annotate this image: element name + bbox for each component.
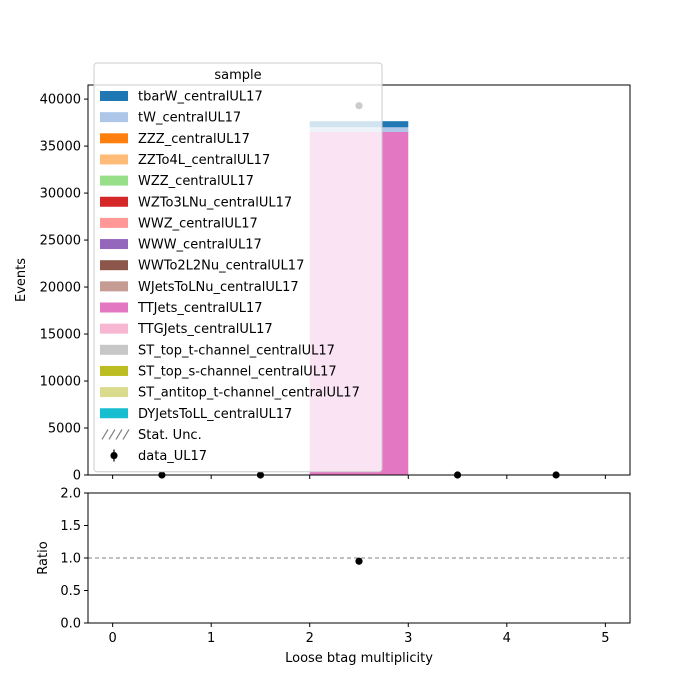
x-tick-label: 4 [503,631,511,646]
legend-label-ttgjets-centralul17: TTGJets_centralUL17 [137,322,273,337]
legend-swatch-wzto3lnu-centralul17 [100,196,128,207]
legend-swatch-zzto4l-centralul17 [100,154,128,165]
legend-box [93,62,383,473]
legend-label-zzto4l-centralul17: ZZTo4L_centralUL17 [138,153,270,168]
ratio-axes-frame [87,492,631,624]
legend-label-tw-centralul17: tW_centralUL17 [138,111,241,126]
legend-label-www-centralul17: WWW_centralUL17 [138,238,262,253]
legend-swatch-www-centralul17 [100,239,128,250]
ratio-point [355,557,363,565]
main-y-tick-label: 25000 [40,234,81,249]
hatch-line [122,429,130,440]
legend-swatch-stat-unc [101,429,130,440]
main-y-tick-label: 40000 [40,93,81,108]
legend-label-data-ul17: data_UL17 [138,449,207,464]
legend-label-st-antitop-t-channel-centralul17: ST_antitop_t-channel_centralUL17 [138,386,360,401]
legend-swatch-dyjetstoll-centralul17 [100,408,128,419]
ratio-y-tick-label: 0.5 [60,584,81,599]
legend-swatch-ttgjets-centralul17 [100,323,128,334]
legend-swatch-tbarw-centralul17 [100,91,128,101]
legend-swatch-wwto2l2nu-centralul17 [100,260,128,271]
ratio-x-ticks: 0 1 2 3 4 5 [108,623,610,646]
hatch-line [108,429,116,440]
legend-label-st-top-t-channel-centralul17: ST_top_t-channel_centralUL17 [138,343,335,358]
main-y-tick-label: 15000 [40,328,81,343]
legend-title: sample [214,68,261,83]
main-x-ticks [112,475,606,479]
legend-label-st-top-s-channel-centralul17: ST_top_s-channel_centralUL17 [138,364,337,379]
legend-swatch-st-antitop-t-channel-centralul17 [100,387,128,398]
legend-label-tbarw-centralul17: tbarW_centralUL17 [138,90,263,105]
x-tick-label: 3 [404,631,412,646]
legend-label-wzz-centralul17: WZZ_centralUL17 [138,174,254,189]
main-y-tick-label: 0 [73,469,81,484]
legend-swatch-data [110,449,118,462]
ratio-y-tick-label: 1.5 [60,519,81,534]
legend-entries: tbarW_centralUL17 tW_centralUL17 ZZZ_centr… [100,90,360,464]
ratio-y-tick-label: 2.0 [60,487,81,502]
legend-swatch-st-top-s-channel-centralul17 [100,365,128,376]
legend-label-stat-unc-: Stat. Unc. [138,428,202,443]
ratio-points [355,557,363,565]
legend-swatch-wzz-centralul17 [100,175,128,186]
x-axis-label: Loose btag multiplicity [285,651,433,666]
legend-label-wwz-centralul17: WWZ_centralUL17 [138,216,258,231]
main-y-tick-label: 20000 [40,281,81,296]
x-tick-label: 2 [306,631,314,646]
legend-label-ttjets-centralul17: TTJets_centralUL17 [137,301,263,316]
legend-label-wjetstolnu-centralul17: WJetsToLNu_centralUL17 [138,280,299,295]
legend-label-wwto2l2nu-centralul17: WWTo2L2Nu_centralUL17 [138,259,304,274]
legend-swatch-tw-centralul17 [100,112,128,123]
legend-label-dyjetstoll-centralul17: DYJetsToLL_centralUL17 [138,407,292,422]
legend-swatch-zzz-centralul17 [100,133,128,144]
errorbar-marker [110,451,118,460]
main-y-ticks: 0 5000 10000 15000 20000 25000 30000 35000 40000 [40,93,88,484]
ratio-y-ticks: 0.0 0.5 1.0 1.5 2.0 [60,487,88,632]
x-tick-label: 0 [108,631,116,646]
main-y-tick-label: 5000 [48,422,81,437]
main-y-tick-label: 10000 [40,375,81,390]
hatch-line [115,429,123,440]
legend-swatch-ttjets-centralul17 [100,302,128,313]
legend-label-wzto3lnu-centralul17: WZTo3LNu_centralUL17 [138,195,292,210]
legend-swatch-wjetstolnu-centralul17 [100,281,128,292]
ratio-y-tick-label: 1.0 [60,552,81,567]
main-y-tick-label: 35000 [40,140,81,155]
legend-swatch-wwz-centralul17 [100,217,128,228]
legend-label-zzz-centralul17: ZZZ_centralUL17 [138,132,250,147]
x-tick-label: 5 [601,631,609,646]
ratio-y-axis-label: Ratio [36,541,51,574]
ratio-panel: 0.0 0.5 1.0 1.5 2.0 0 1 2 3 4 5 Ratio Loose btag … [36,487,631,666]
main-y-tick-label: 30000 [40,187,81,202]
legend: sample tbarW_centralUL17 tW_centralUL17 ZZ… [93,62,383,473]
legend-swatch-st-top-t-channel-centralul17 [100,344,128,355]
x-tick-label: 1 [207,631,215,646]
hatch-line [101,429,109,440]
main-y-axis-label: Events [14,258,29,302]
ratio-y-tick-label: 0.0 [60,617,81,632]
